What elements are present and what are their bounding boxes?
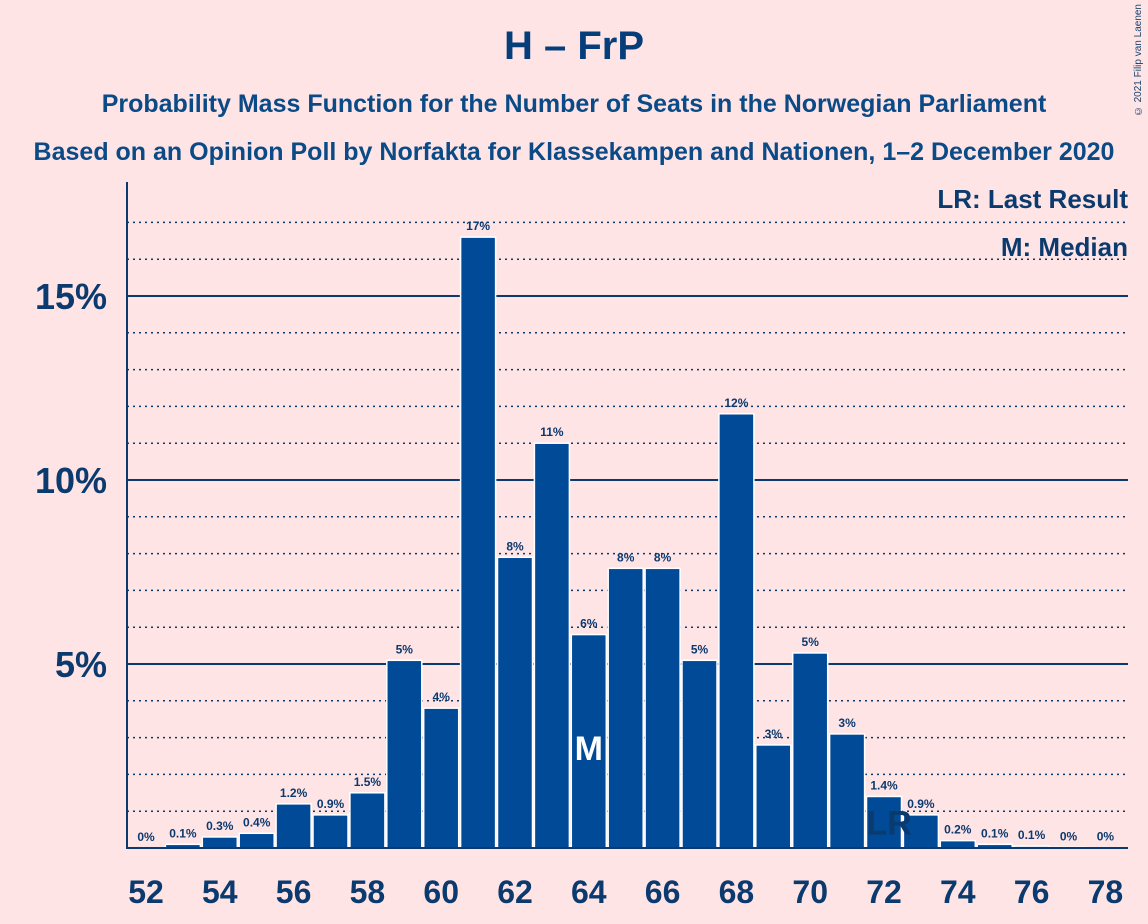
bar-label-seat-70: 5% xyxy=(802,635,820,649)
bar-seat-65 xyxy=(607,567,644,849)
x-tick-label: 54 xyxy=(202,874,238,910)
x-tick-label: 56 xyxy=(276,874,312,910)
legend-last-result: LR: Last Result xyxy=(937,184,1128,214)
bar-seat-55 xyxy=(238,832,275,849)
bar-seat-54 xyxy=(201,836,239,849)
bar-seat-61 xyxy=(459,236,497,849)
bar-seat-72 xyxy=(865,795,903,849)
x-tick-label: 72 xyxy=(866,874,902,910)
bar-label-seat-66: 8% xyxy=(654,550,672,564)
chart-title: H – FrP xyxy=(503,24,645,68)
bar-label-seat-62: 8% xyxy=(506,539,524,553)
bar-seat-70 xyxy=(791,652,829,849)
y-tick-label: 10% xyxy=(35,460,107,501)
bar-seat-74 xyxy=(939,839,977,849)
y-tick-label: 15% xyxy=(35,276,107,317)
bar-label-seat-77: 0% xyxy=(1060,829,1078,843)
bar-seat-64 xyxy=(570,633,608,849)
bar-label-seat-58: 1.5% xyxy=(354,775,382,789)
median-marker: M xyxy=(575,730,603,768)
bar-label-seat-55: 0.4% xyxy=(243,815,271,829)
y-tick-labels: 5% 10% 15% xyxy=(35,276,107,685)
bar-label-seat-74: 0.2% xyxy=(944,823,972,837)
bar-seat-66 xyxy=(644,567,681,849)
bar-label-seat-54: 0.3% xyxy=(206,819,234,833)
bar-label-seat-78: 0% xyxy=(1097,830,1115,844)
x-tick-label: 62 xyxy=(497,874,533,910)
bar-seat-59 xyxy=(386,659,423,849)
bar-label-seat-52: 0% xyxy=(137,830,155,844)
x-tick-label: 76 xyxy=(1014,874,1050,910)
bar-label-seat-72: 1.4% xyxy=(870,778,898,792)
bar-label-seat-63: 11% xyxy=(540,425,564,439)
bar-label-seat-53: 0.1% xyxy=(169,826,197,840)
bar-label-seat-60: 4% xyxy=(433,690,451,704)
bar-seat-62 xyxy=(496,556,534,849)
x-tick-label: 58 xyxy=(350,874,386,910)
bar-label-seat-56: 1.2% xyxy=(280,786,308,800)
chart-subtitle-2: Based on an Opinion Poll by Norfakta for… xyxy=(33,138,1115,166)
bar-value-labels: 0% 0.1% 0.3% 0.4% 1.2% 0.9% 1.5% 5% 4% 17% 8% 11% 6%… xyxy=(137,219,1114,844)
bar-seat-58 xyxy=(349,792,386,849)
axes xyxy=(126,182,1128,849)
bar-label-seat-76: 0.1% xyxy=(1018,828,1046,842)
markers: M LR xyxy=(575,730,912,842)
bar-label-seat-61: 17% xyxy=(466,219,490,233)
x-tick-label: 70 xyxy=(792,874,828,910)
bars xyxy=(164,236,1124,849)
bar-label-seat-73: 0.9% xyxy=(907,797,935,811)
x-tick-label: 66 xyxy=(645,874,681,910)
bar-seat-57 xyxy=(312,814,349,849)
bar-label-seat-71: 3% xyxy=(838,716,856,730)
bar-label-seat-59: 5% xyxy=(396,642,414,656)
bar-label-seat-64: 6% xyxy=(580,617,598,631)
bar-label-seat-75: 0.1% xyxy=(981,826,1009,840)
x-tick-label: 74 xyxy=(940,874,976,910)
x-tick-label: 64 xyxy=(571,874,607,910)
bar-seat-60 xyxy=(422,707,460,849)
x-tick-label: 60 xyxy=(423,874,459,910)
x-tick-label: 68 xyxy=(719,874,755,910)
bar-label-seat-68: 12% xyxy=(724,396,748,410)
bar-seat-56 xyxy=(275,803,312,849)
bar-label-seat-57: 0.9% xyxy=(317,797,345,811)
y-tick-label: 5% xyxy=(55,644,107,685)
x-tick-label: 78 xyxy=(1088,874,1124,910)
bar-seat-67 xyxy=(681,659,718,849)
last-result-marker: LR xyxy=(867,804,912,842)
bar-seat-63 xyxy=(533,442,571,849)
bar-label-seat-65: 8% xyxy=(617,550,635,564)
bar-label-seat-67: 5% xyxy=(691,642,709,656)
chart-subtitle-1: Probability Mass Function for the Number… xyxy=(101,90,1047,118)
legend-median: M: Median xyxy=(1000,232,1128,262)
gridlines xyxy=(127,221,1128,812)
bar-seat-69 xyxy=(755,744,792,849)
bar-label-seat-69: 3% xyxy=(765,727,783,741)
bar-seat-71 xyxy=(828,733,866,849)
x-tick-labels: 52 54 56 58 60 62 64 66 68 70 72 74 76 78 xyxy=(128,874,1123,910)
x-tick-label: 52 xyxy=(128,874,164,910)
bar-seat-68 xyxy=(718,413,755,849)
